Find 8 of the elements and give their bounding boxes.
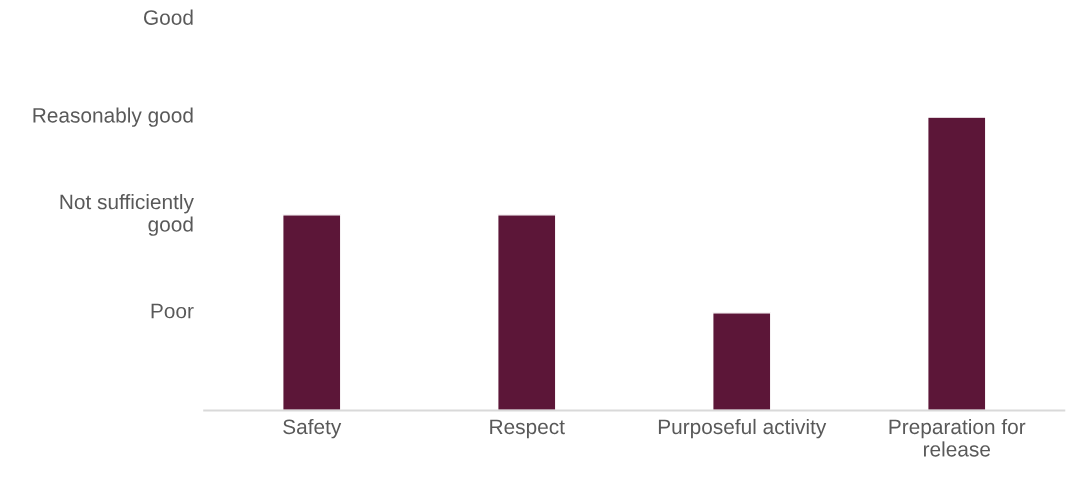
x-tick-label: Preparation for release bbox=[889, 418, 1026, 457]
text: Reasonably good bbox=[33, 107, 193, 127]
x-tick-label: Safety bbox=[283, 418, 342, 439]
x-tick-label: Respect bbox=[490, 419, 565, 439]
x-tick-label: Purposeful activity bbox=[658, 418, 827, 439]
text: Not sufficiently good bbox=[60, 194, 194, 236]
text: Poor bbox=[151, 303, 194, 319]
text: Good bbox=[144, 9, 193, 25]
